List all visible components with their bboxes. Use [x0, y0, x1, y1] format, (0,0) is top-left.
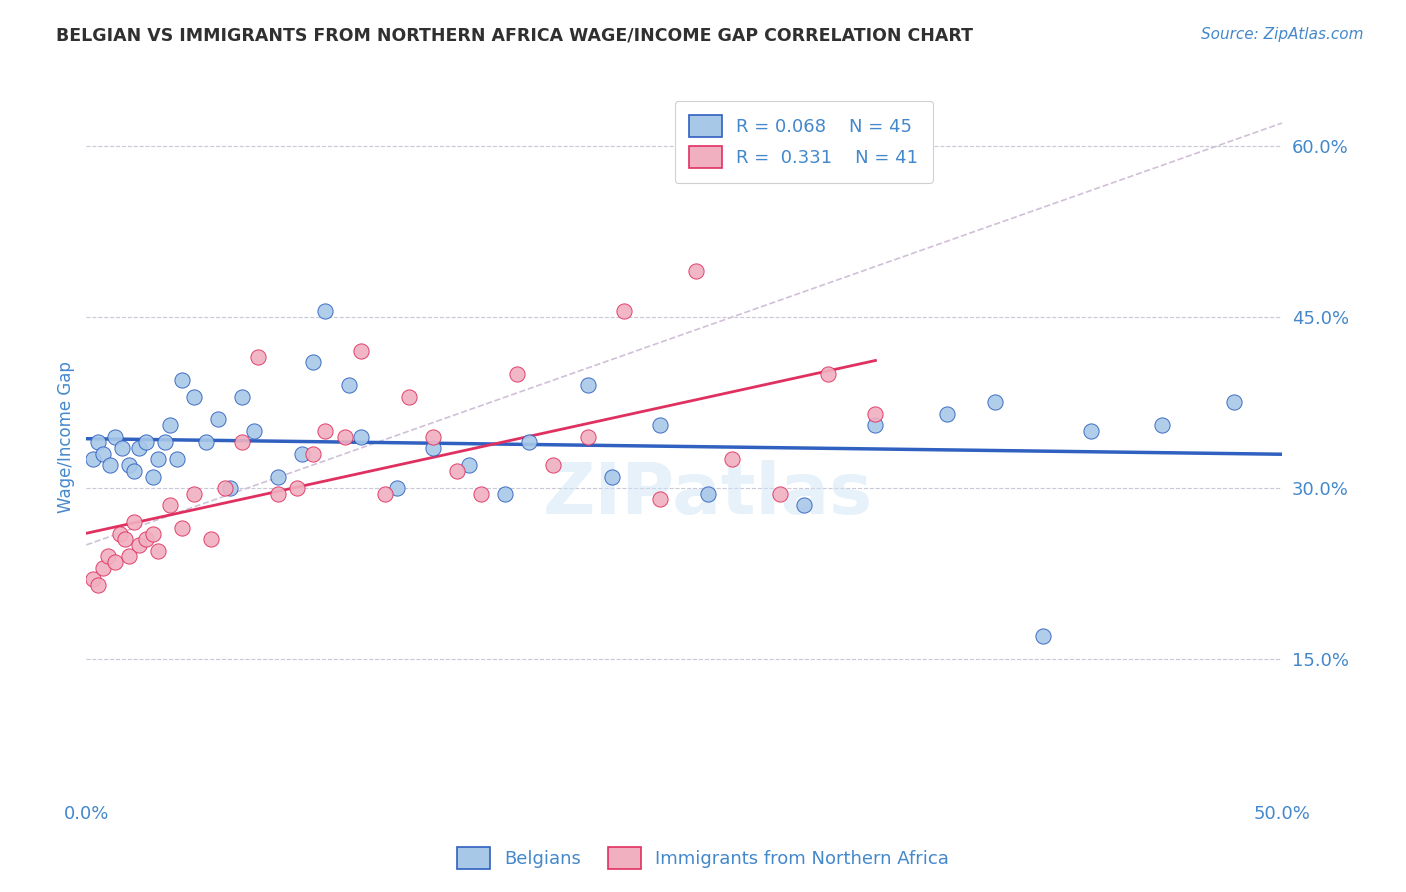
Point: [350, 344, 373, 359]
Point: [166, 452, 188, 467]
Point: [817, 367, 839, 381]
Point: [422, 441, 444, 455]
Point: [118, 549, 141, 564]
Point: [159, 498, 181, 512]
Point: [218, 481, 240, 495]
Point: [111, 441, 134, 455]
Point: [984, 395, 1007, 409]
Legend: R = 0.068    N = 45, R =  0.331    N = 41: R = 0.068 N = 45, R = 0.331 N = 41: [675, 101, 932, 183]
Point: [108, 526, 131, 541]
Point: [200, 533, 222, 547]
Point: [506, 367, 529, 381]
Point: [170, 373, 193, 387]
Point: [302, 447, 325, 461]
Point: [350, 429, 373, 443]
Point: [685, 264, 707, 278]
Point: [247, 350, 270, 364]
Point: [337, 378, 360, 392]
Point: [128, 441, 150, 455]
Point: [183, 390, 205, 404]
Point: [541, 458, 564, 472]
Point: [314, 304, 336, 318]
Point: [865, 418, 887, 433]
Point: [266, 486, 288, 500]
Point: [231, 435, 253, 450]
Point: [769, 486, 792, 500]
Point: [122, 515, 145, 529]
Point: [91, 447, 114, 461]
Point: [290, 447, 312, 461]
Point: [146, 452, 169, 467]
Point: [266, 469, 288, 483]
Point: [285, 481, 308, 495]
Point: [155, 435, 177, 450]
Point: [97, 549, 120, 564]
Point: [104, 429, 127, 443]
Point: [333, 429, 356, 443]
Point: [87, 578, 110, 592]
Point: [207, 412, 229, 426]
Point: [128, 538, 150, 552]
Point: [183, 486, 205, 500]
Point: [142, 526, 165, 541]
Point: [697, 486, 720, 500]
Point: [231, 390, 253, 404]
Point: [517, 435, 540, 450]
Point: [114, 533, 136, 547]
Legend: Belgians, Immigrants from Northern Africa: Belgians, Immigrants from Northern Afric…: [449, 838, 957, 879]
Point: [142, 469, 165, 483]
Point: [98, 458, 121, 472]
Point: [721, 452, 744, 467]
Point: [146, 543, 169, 558]
Point: [214, 481, 236, 495]
Point: [936, 407, 959, 421]
Point: [314, 424, 336, 438]
Point: [578, 378, 600, 392]
Point: [385, 481, 408, 495]
Point: [91, 560, 114, 574]
Point: [135, 533, 157, 547]
Point: [82, 452, 104, 467]
Point: [118, 458, 141, 472]
Text: ZIPatlas: ZIPatlas: [543, 459, 873, 529]
Point: [422, 429, 444, 443]
Point: [104, 555, 127, 569]
Point: [494, 486, 516, 500]
Point: [122, 464, 145, 478]
Point: [793, 498, 815, 512]
Point: [82, 572, 104, 586]
Point: [865, 407, 887, 421]
Point: [302, 355, 325, 369]
Point: [1032, 629, 1054, 643]
Point: [170, 521, 193, 535]
Point: [135, 435, 157, 450]
Point: [613, 304, 636, 318]
Point: [1080, 424, 1102, 438]
Point: [458, 458, 481, 472]
Y-axis label: Wage/Income Gap: Wage/Income Gap: [58, 360, 75, 513]
Point: [470, 486, 492, 500]
Point: [398, 390, 420, 404]
Point: [1223, 395, 1246, 409]
Point: [650, 492, 672, 507]
Point: [194, 435, 217, 450]
Point: [578, 429, 600, 443]
Text: BELGIAN VS IMMIGRANTS FROM NORTHERN AFRICA WAGE/INCOME GAP CORRELATION CHART: BELGIAN VS IMMIGRANTS FROM NORTHERN AFRI…: [56, 27, 973, 45]
Text: Source: ZipAtlas.com: Source: ZipAtlas.com: [1201, 27, 1364, 42]
Point: [650, 418, 672, 433]
Point: [87, 435, 110, 450]
Point: [242, 424, 264, 438]
Point: [159, 418, 181, 433]
Point: [602, 469, 624, 483]
Point: [1152, 418, 1174, 433]
Point: [446, 464, 468, 478]
Point: [374, 486, 396, 500]
